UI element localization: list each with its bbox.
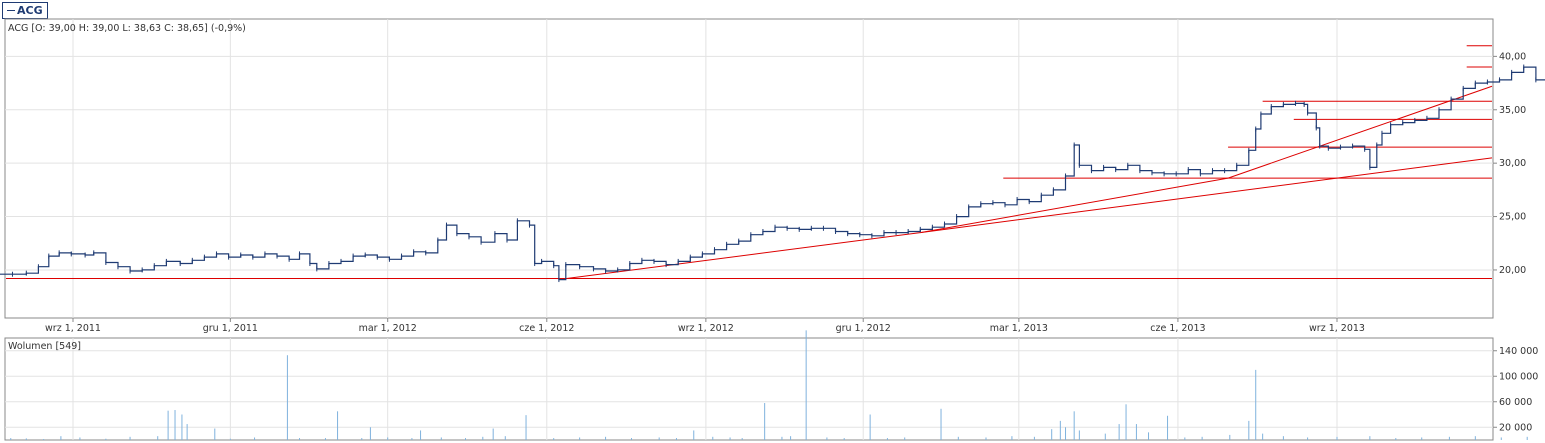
price-info-label: ACG [O: 39,00 H: 39,00 L: 38,63 C: 38,65… (8, 23, 246, 34)
price-levels (6, 45, 1493, 281)
price-x-ticks: wrz 1, 2011 gru 1, 2011 mar 1, 2012 cze 1, … (45, 318, 1365, 334)
price-y-tick-label: 25,00 (1499, 212, 1526, 223)
price-x-tick-label: mar 1, 2012 (359, 323, 417, 334)
price-x-tick-label: cze 1, 2013 (1150, 323, 1205, 334)
trendline (558, 232, 921, 281)
trendline (1227, 85, 1493, 179)
price-x-tick-label: cze 1, 2012 (519, 323, 574, 334)
legend-symbol-label: ACG (17, 4, 43, 17)
price-y-tick-label: 40,00 (1499, 51, 1526, 62)
price-x-tick-label: wrz 1, 2011 (45, 323, 101, 334)
volume-y-tick-label: 20 000 (1499, 422, 1532, 433)
volume-bars (10, 330, 1528, 440)
price-panel-frame (4, 18, 1494, 319)
price-x-tick-label: gru 1, 2012 (836, 323, 891, 334)
volume-y-tick-label: 60 000 (1499, 397, 1532, 408)
legend-line-swatch (7, 10, 15, 11)
price-x-tick-label: gru 1, 2011 (203, 323, 258, 334)
price-y-tick-label: 30,00 (1499, 158, 1526, 169)
price-y-ticks: 20,00 25,00 30,00 35,00 40,00 (1493, 51, 1526, 276)
volume-y-ticks: 20 000 60 000 100 000 140 000 (1493, 346, 1538, 433)
price-x-tick-label: mar 1, 2013 (990, 323, 1048, 334)
trendline (920, 177, 1229, 234)
price-y-tick-label: 20,00 (1499, 265, 1526, 276)
volume-y-tick-label: 100 000 (1499, 371, 1538, 382)
volume-y-tick-label: 140 000 (1499, 346, 1538, 357)
volume-grid (5, 338, 1493, 440)
volume-panel-frame (4, 337, 1494, 441)
price-grid (5, 19, 1493, 318)
price-series (0, 64, 1545, 283)
trendline (920, 157, 1493, 234)
volume-panel-label: Wolumen [549] (8, 341, 81, 352)
price-x-tick-label: wrz 1, 2012 (678, 323, 734, 334)
price-y-tick-label: 35,00 (1499, 105, 1526, 116)
price-x-tick-label: wrz 1, 2013 (1309, 323, 1365, 334)
